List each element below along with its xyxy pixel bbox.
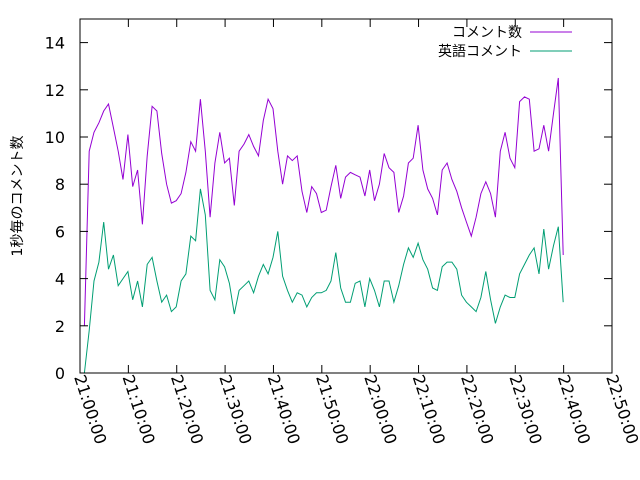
y-tick-label-6: 12 — [45, 81, 65, 100]
y-tick-label-4: 8 — [55, 175, 65, 194]
y-tick-label-7: 14 — [45, 34, 65, 53]
y-tick-label-0: 0 — [55, 364, 65, 383]
y-tick-label-5: 10 — [45, 128, 65, 147]
plot-frame — [79, 18, 613, 374]
legend-label-comment-count: コメント数 — [452, 25, 522, 41]
y-axis-label: 1秒毎のコメント数 — [10, 136, 26, 257]
series-line-1 — [83, 188, 564, 374]
legend: コメント数 英語コメント — [438, 25, 572, 60]
y-tick-label-2: 4 — [55, 270, 65, 289]
series-line-0 — [83, 77, 564, 326]
legend-label-english-comments: 英語コメント — [438, 43, 522, 60]
axis-layer — [79, 18, 613, 374]
series-layer — [83, 77, 564, 374]
y-tick-label-3: 6 — [55, 222, 65, 241]
y-tick-labels: 0 2 4 6 8 10 12 14 — [45, 34, 65, 383]
y-tick-label-1: 2 — [55, 317, 65, 336]
